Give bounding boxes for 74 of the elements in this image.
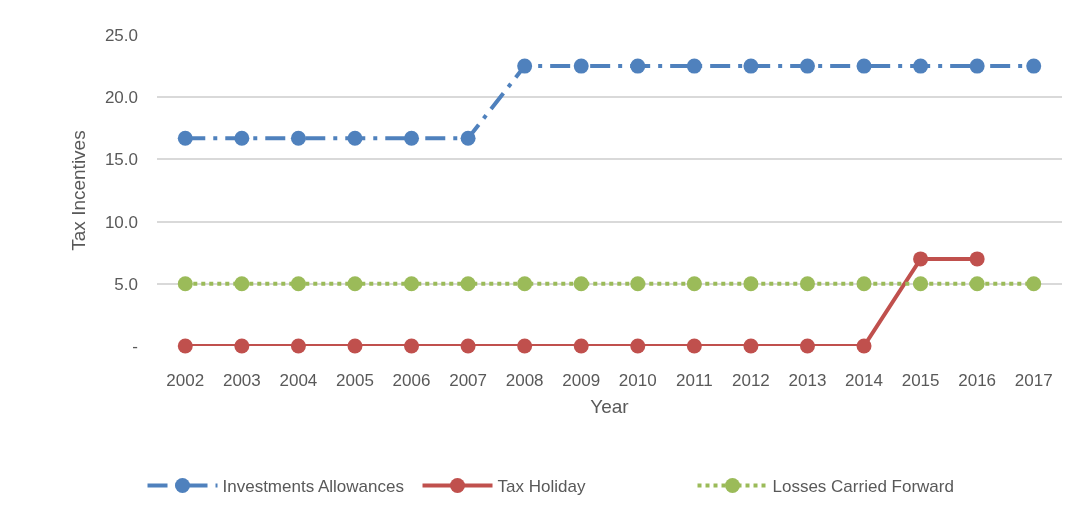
point [799,338,815,354]
x-tick-label: 2008 [505,371,544,390]
x-tick-label: 2011 [676,371,713,390]
point [799,276,815,292]
legend-label: Tax Holiday [497,477,586,497]
point [290,130,306,146]
point [460,130,476,146]
legend-label: Investments Allowances [222,477,404,497]
point [234,130,250,146]
x-tick-label: 2002 [166,371,205,390]
point [686,338,702,354]
point [290,276,306,292]
x-tick-label: 2013 [788,371,827,390]
point [460,338,476,354]
point [969,58,985,74]
point [517,276,533,292]
point [686,58,702,74]
point [969,251,985,267]
y-tick-label: 25.0 [104,25,138,45]
point [404,338,420,354]
y-tick-label: 15.0 [104,150,138,170]
point [969,276,985,292]
point [743,58,759,74]
point [347,276,363,292]
point [517,58,533,74]
point [290,338,306,354]
x-tick-label: 2007 [449,371,487,390]
point [404,130,420,146]
point [856,58,872,74]
point [177,130,193,146]
x-axis-title: Year [590,395,630,417]
point [630,338,646,354]
x-tick-label: 2017 [1014,371,1053,390]
point [856,276,872,292]
x-tick-label: 2003 [222,371,261,390]
point [404,276,420,292]
point [234,338,250,354]
point [177,276,193,292]
point [630,58,646,74]
point [177,338,193,354]
point [460,276,476,292]
x-tick-label: 2014 [845,371,883,390]
x-tick-label: 2004 [279,371,318,390]
y-tick-label: - [132,336,138,356]
point [913,58,929,74]
x-tick-label: 2015 [901,371,940,390]
x-tick-label: 2005 [336,371,374,390]
point [630,276,646,292]
point [573,58,589,74]
point [1026,276,1042,292]
y-tick-label: 10.0 [104,212,138,232]
y-tick-label: 20.0 [104,88,138,108]
x-tick-label: 2016 [958,371,997,390]
point [799,58,815,74]
legend-label: Losses Carried Forward [772,477,954,497]
x-tick-label: 2010 [618,371,657,390]
point [234,276,250,292]
y-tick-label: 5.0 [114,274,138,294]
point [913,276,929,292]
x-tick-label: 2012 [732,371,770,390]
point [743,276,759,292]
point [347,338,363,354]
point [743,338,759,354]
point [686,276,702,292]
point [913,251,929,267]
x-tick-label: 2006 [392,371,431,390]
point [517,338,533,354]
x-tick-label: 2009 [562,371,601,390]
point [1026,58,1042,74]
point [573,338,589,354]
point [573,276,589,292]
y-axis-title: Tax Incentives [67,130,89,251]
point [856,338,872,354]
point [347,130,363,146]
